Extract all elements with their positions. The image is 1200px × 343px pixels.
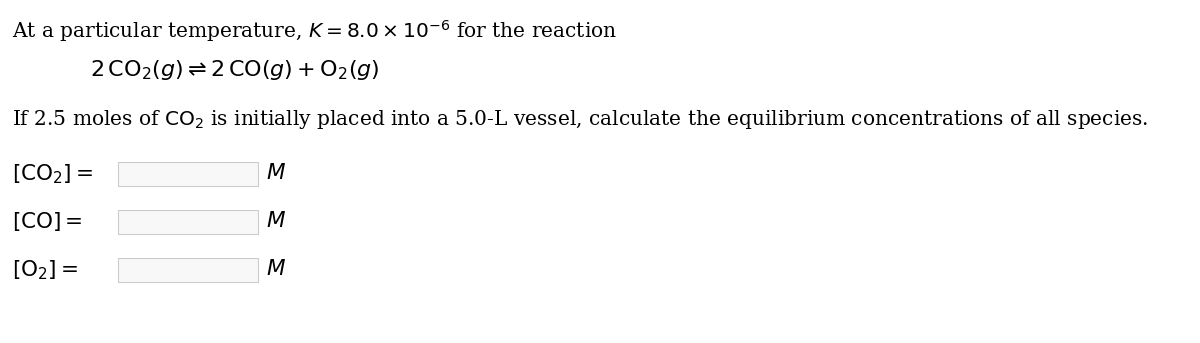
Text: $M$: $M$ bbox=[266, 258, 286, 280]
Text: $[\mathrm{CO}] =$: $[\mathrm{CO}] =$ bbox=[12, 210, 83, 233]
Text: $M$: $M$ bbox=[266, 162, 286, 184]
FancyBboxPatch shape bbox=[118, 162, 258, 186]
FancyBboxPatch shape bbox=[118, 210, 258, 234]
Text: If 2.5 moles of $\mathrm{CO_2}$ is initially placed into a 5.0-L vessel, calcula: If 2.5 moles of $\mathrm{CO_2}$ is initi… bbox=[12, 108, 1148, 131]
Text: $M$: $M$ bbox=[266, 210, 286, 232]
Text: $2\,\mathrm{CO_2}(g) \rightleftharpoons 2\,\mathrm{CO}(g) + \mathrm{O_2}(g)$: $2\,\mathrm{CO_2}(g) \rightleftharpoons … bbox=[90, 58, 379, 82]
FancyBboxPatch shape bbox=[118, 258, 258, 282]
Text: $[\mathrm{O_2}] =$: $[\mathrm{O_2}] =$ bbox=[12, 258, 78, 282]
Text: $[\mathrm{CO_2}] =$: $[\mathrm{CO_2}] =$ bbox=[12, 162, 94, 186]
Text: At a particular temperature, $K = 8.0 \times 10^{-6}$ for the reaction: At a particular temperature, $K = 8.0 \t… bbox=[12, 18, 617, 44]
